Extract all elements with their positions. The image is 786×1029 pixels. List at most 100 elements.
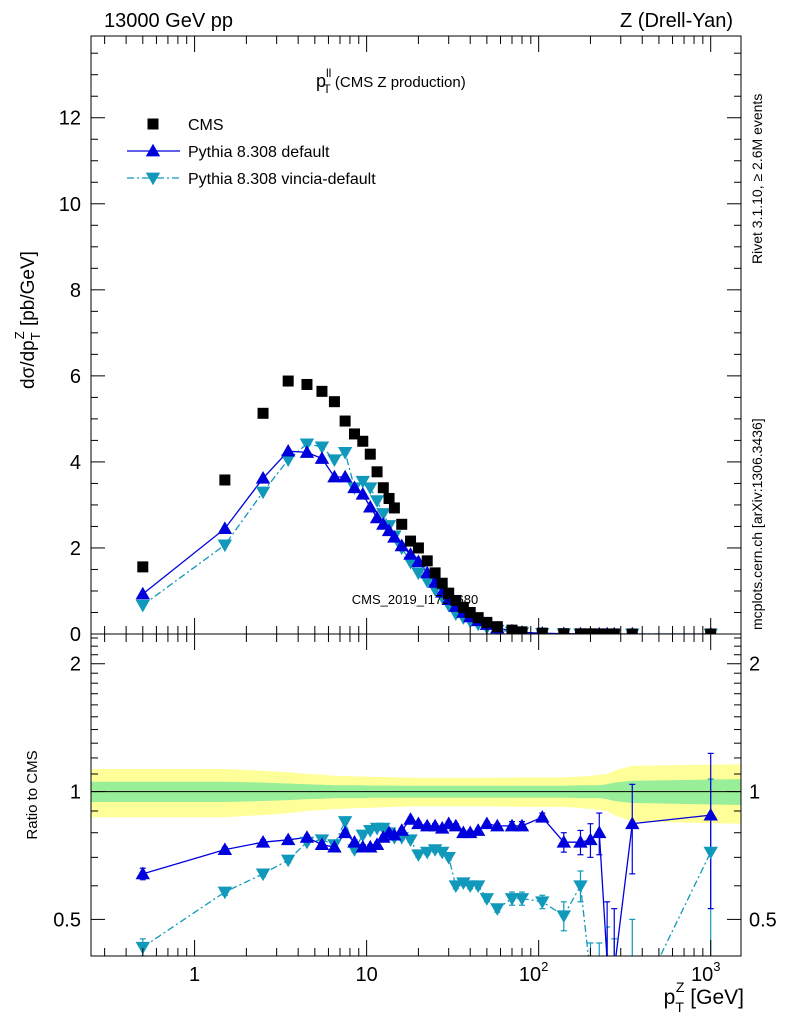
default-main-point: [217, 521, 233, 534]
legend: CMS Pythia 8.308 default Pythia 8.308 vinc…: [127, 117, 376, 188]
vincia-ratio-point: [217, 886, 233, 900]
cms-data-point: [301, 378, 313, 390]
plot-title-main: p: [316, 71, 326, 91]
x-tick-label: 1: [189, 964, 200, 986]
cms-data-point: [429, 567, 441, 579]
cms-data-point: [443, 587, 455, 599]
vincia-main-point: [299, 438, 315, 452]
ratio-y-tick-label: 2: [70, 654, 81, 676]
default-ratio-point: [347, 834, 362, 848]
cms-data-point: [558, 628, 570, 634]
default-main-point: [280, 443, 296, 457]
default-main-point: [376, 517, 391, 530]
vincia-main-point: [369, 495, 385, 508]
vincia-ratio-point: [535, 896, 550, 910]
cms-data-point: [371, 466, 383, 478]
cms-data-point: [137, 561, 149, 573]
default-main-point: [355, 486, 370, 500]
default-main-point: [403, 547, 418, 560]
cms-data-point: [388, 502, 400, 514]
cms-data-point: [257, 407, 269, 419]
vincia-ratio-point: [504, 893, 520, 906]
vincia-ratio-point: [490, 903, 505, 916]
default-ratio-point: [703, 807, 718, 821]
default-main-point: [387, 530, 402, 543]
vincia-main-point: [337, 447, 353, 460]
side-text-mcplots: mcplots.cern.ch [arXiv:1306.3436]: [749, 418, 765, 630]
vincia-ratio-point: [600, 991, 614, 1004]
x-tick-exponent: 3: [713, 959, 720, 974]
default-main-point: [299, 445, 315, 458]
default-main-point: [314, 451, 330, 464]
default-ratio-point: [394, 823, 409, 836]
default-ratio-point: [299, 830, 315, 843]
vincia-main-point: [376, 508, 391, 521]
main-y-tick-label: 4: [70, 452, 81, 474]
default-ratio-point: [448, 818, 464, 832]
default-ratio-point: [556, 834, 572, 848]
default-ratio-point: [583, 832, 598, 846]
vincia-main-point: [403, 556, 418, 570]
default-ratio-point: [479, 816, 495, 830]
vincia-ratio-point: [703, 846, 718, 860]
cms-data-point: [396, 518, 408, 530]
x-tick-label: 10: [355, 964, 377, 986]
vincia-ratio-point: [583, 970, 597, 983]
default-main-point: [327, 469, 342, 483]
vincia-ratio-point: [573, 880, 588, 893]
ratio-y-tick-label-right: 2: [749, 654, 760, 676]
cms-data-point: [608, 628, 620, 634]
default-ratio-point: [435, 820, 450, 834]
default-ratio-point: [387, 827, 402, 841]
cms-data-point: [219, 474, 231, 486]
ratio-frame: [90, 633, 742, 957]
default-ratio-point: [403, 812, 418, 825]
vincia-main-point: [255, 486, 271, 500]
vincia-ratio-point: [420, 846, 435, 860]
default-ratio-point: [504, 818, 520, 832]
legend-marker-cms: [147, 118, 159, 130]
x-tick-label: 103: [691, 959, 720, 986]
main-y-axis-label-text: dσ/dpTZ [pb/GeV]: [12, 251, 43, 389]
cms-data-point: [472, 612, 484, 624]
main-axes: 0 2 4 6 8 10 12: [59, 35, 742, 646]
vincia-main-point: [314, 441, 330, 455]
x-tick-exponent: 2: [541, 959, 548, 974]
vincia-ratio-point: [625, 1008, 639, 1021]
default-main-point: [337, 469, 353, 483]
vincia-main-point: [135, 599, 150, 613]
plot-title-rest: (CMS Z production): [331, 74, 466, 91]
cms-data-point: [328, 396, 340, 408]
vincia-ratio-point: [403, 834, 418, 847]
cms-data-point: [282, 375, 294, 387]
cms-data-point: [357, 435, 369, 447]
cms-data-point: [593, 628, 605, 634]
cms-data-point: [450, 594, 462, 606]
vincia-main-point: [363, 482, 378, 495]
cms-data-point: [348, 428, 360, 440]
default-ratio-point: [314, 837, 330, 851]
ratio-series-layer: [135, 752, 718, 1021]
default-ratio-point: [514, 818, 530, 832]
default-ratio-point: [217, 842, 233, 856]
default-ratio-point: [369, 837, 385, 851]
main-series-layer: [135, 375, 718, 634]
legend-label: CMS: [188, 117, 224, 134]
header-right: Z (Drell-Yan): [620, 10, 733, 32]
vincia-main-point: [355, 475, 370, 489]
main-y-axis-label: dσ/dpTZ [pb/GeV]: [12, 251, 43, 389]
cms-data-point: [364, 448, 376, 460]
default-main-point: [369, 510, 385, 524]
cms-data-point: [481, 616, 493, 628]
legend-marker-default: [145, 143, 161, 157]
cms-data-point: [383, 492, 395, 504]
vincia-ratio-point: [255, 868, 271, 882]
plot-title-sup: ll: [326, 66, 331, 80]
default-ratio-point: [535, 810, 550, 823]
vincia-ratio-point: [337, 816, 353, 829]
legend-label: Pythia 8.308 default: [188, 144, 330, 161]
main-panel: [135, 375, 718, 634]
default-main-point: [135, 586, 150, 600]
